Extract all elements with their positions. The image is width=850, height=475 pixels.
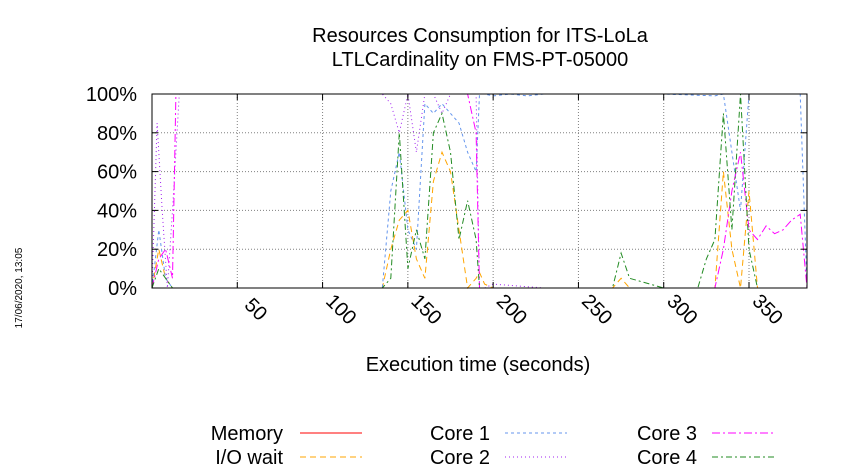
y-tick-label: 100%	[86, 84, 137, 106]
chart-title-line-1: Resources Consumption for ITS-LoLa	[312, 25, 649, 47]
series-line-core-3	[151, 93, 808, 289]
y-tick-label: 20%	[97, 239, 137, 261]
x-tick-label: 250	[577, 290, 616, 329]
y-tick-label: 40%	[97, 200, 137, 222]
y-tick-label: 60%	[97, 162, 137, 184]
x-tick-label: 300	[662, 290, 701, 329]
y-tick-label: 0%	[108, 278, 137, 300]
x-axis-label: Execution time (seconds)	[366, 354, 591, 376]
legend-label: I/O wait	[215, 447, 283, 469]
series-line-core-4	[151, 93, 807, 289]
legend-label: Core 1	[430, 423, 490, 445]
series-line-core-2	[151, 93, 807, 289]
chart-title-group: Resources Consumption for ITS-LoLa LTLCa…	[312, 25, 649, 71]
legend-label: Core 4	[637, 447, 697, 469]
legend-label: Core 3	[637, 423, 697, 445]
legend-label: Core 2	[430, 447, 490, 469]
series-line-core-1	[151, 93, 808, 289]
x-tick-label: 100	[321, 290, 360, 329]
axes-ticks: 0% 20% 40% 60% 80% 100% 50 100 150 200 250 300 350	[86, 84, 807, 329]
x-tick-label: 200	[492, 290, 531, 329]
x-tick-label: 150	[407, 290, 446, 329]
timestamp: 17/06/2020, 13:05	[14, 247, 25, 328]
series-lines	[151, 93, 808, 290]
chart-title-line-2: LTLCardinality on FMS-PT-05000	[332, 49, 628, 71]
legend-label: Memory	[211, 423, 283, 445]
x-tick-label: 350	[748, 290, 787, 329]
x-tick-label: 50	[240, 294, 271, 325]
y-tick-label: 80%	[97, 123, 137, 145]
grid	[152, 94, 807, 288]
plot-frame	[151, 93, 808, 289]
